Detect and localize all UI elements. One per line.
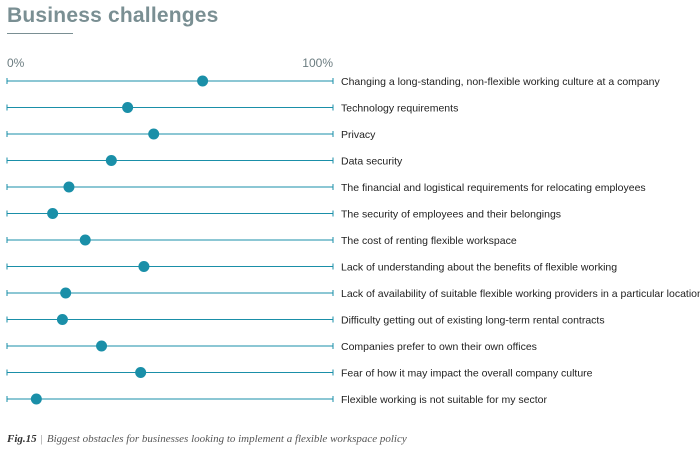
title-underline (7, 33, 73, 34)
category-label: The security of employees and their belo… (341, 209, 561, 221)
data-point (60, 287, 72, 299)
category-label: Flexible working is not suitable for my … (341, 394, 547, 406)
category-label: Fear of how it may impact the overall co… (341, 368, 593, 380)
data-point (63, 181, 75, 193)
category-label: Lack of understanding about the benefits… (341, 262, 617, 274)
category-label: Difficulty getting out of existing long-… (341, 315, 605, 327)
data-point (30, 393, 42, 405)
data-point (105, 155, 117, 166)
data-point (79, 234, 91, 246)
caption-separator: | (40, 433, 43, 445)
category-label: Changing a long-standing, non-flexible w… (341, 76, 660, 88)
category-label: The cost of renting flexible workspace (341, 235, 517, 247)
data-point (197, 75, 209, 87)
data-point (122, 102, 134, 113)
data-point (148, 128, 160, 140)
category-label: Data security (341, 156, 403, 168)
data-point (47, 208, 59, 219)
category-label: Privacy (341, 129, 376, 141)
figure-caption: Fig.15 | Biggest obstacles for businesses … (7, 433, 407, 445)
category-label: Companies prefer to own their own office… (341, 341, 537, 353)
x-tick-label-min: 0% (7, 56, 25, 70)
figure-number: Fig.15 (7, 433, 37, 445)
data-point (56, 314, 68, 325)
category-label: The financial and logistical requirement… (341, 182, 646, 194)
data-point (138, 261, 150, 272)
chart-title: Business challenges (7, 4, 219, 27)
caption-text: Biggest obstacles for businesses looking… (46, 433, 407, 445)
category-label: Technology requirements (341, 103, 458, 115)
x-tick-label-max: 100% (302, 56, 333, 70)
data-point (96, 340, 108, 352)
category-label: Lack of availability of suitable flexibl… (341, 288, 700, 300)
data-point (135, 367, 147, 378)
